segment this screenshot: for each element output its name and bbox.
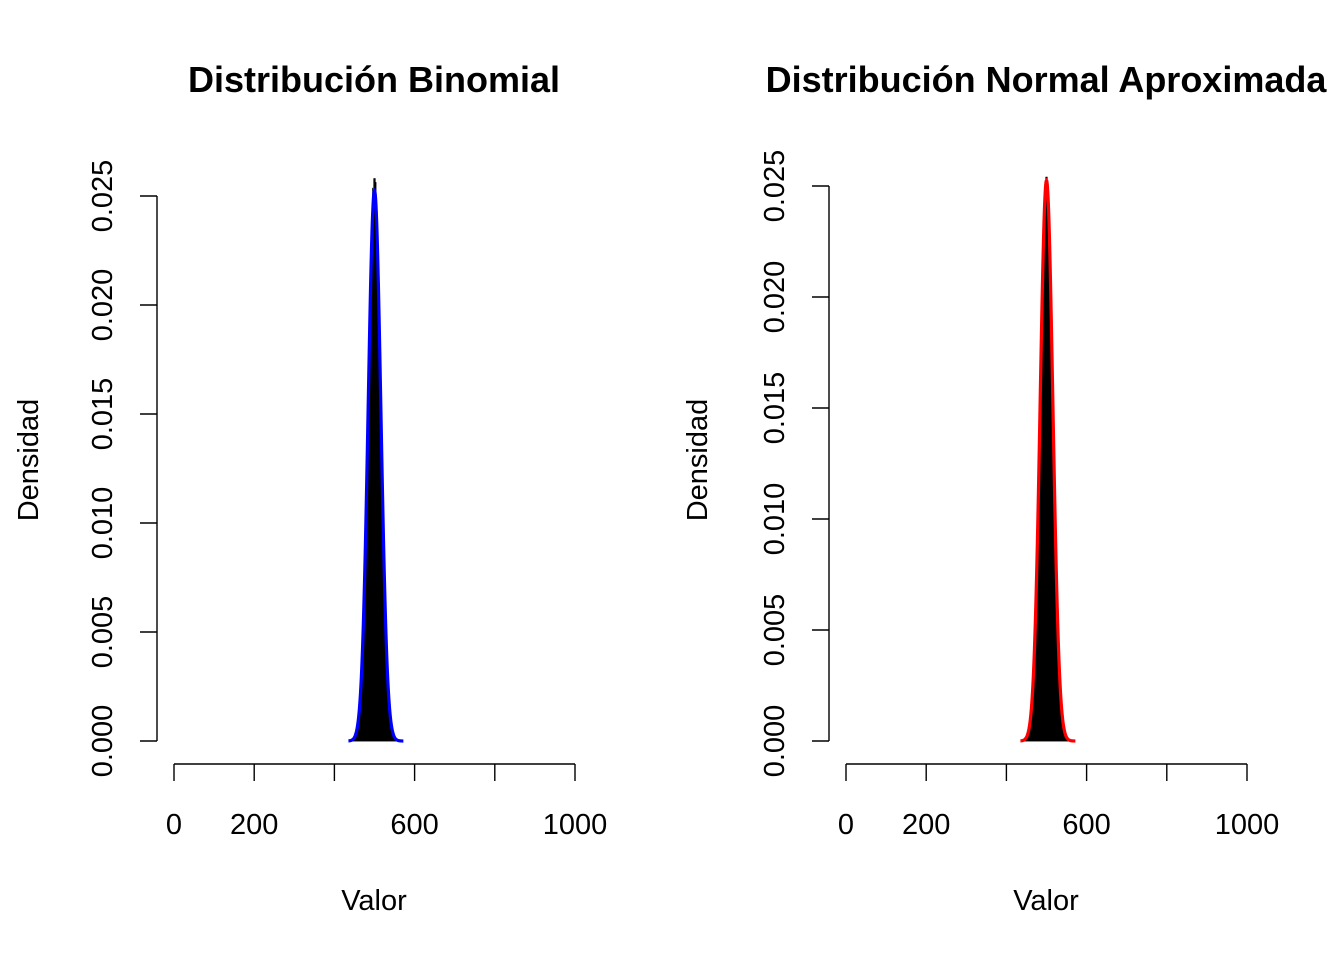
- y-tick-label: 0.015: [87, 378, 119, 451]
- x-tick-label: 200: [230, 809, 278, 841]
- x-tick-label: 600: [390, 809, 438, 841]
- y-tick-label: 0.010: [87, 487, 119, 560]
- y-axis-label: Densidad: [13, 399, 45, 522]
- y-tick-label: 0.005: [87, 596, 119, 669]
- y-tick-label: 0.000: [87, 705, 119, 778]
- histogram-bars: [1022, 176, 1073, 742]
- x-axis-label: Valor: [341, 885, 407, 917]
- density-curve: [1020, 177, 1076, 743]
- y-tick-label: 0.005: [759, 594, 791, 667]
- y-tick-label: 0.020: [87, 269, 119, 342]
- chart-title: Distribución Binomial: [188, 59, 560, 100]
- x-axis-label: Valor: [1013, 885, 1079, 917]
- y-tick-label: 0.020: [759, 261, 791, 334]
- y-tick-label: 0.000: [759, 705, 791, 778]
- chart-title: Distribución Normal Aproximada: [766, 59, 1328, 100]
- x-tick-label: 0: [166, 809, 182, 841]
- x-tick-label: 200: [902, 809, 950, 841]
- y-tick-label: 0.010: [759, 483, 791, 556]
- x-tick-label: 1000: [543, 809, 608, 841]
- y-tick-label: 0.025: [87, 160, 119, 233]
- chart-panel-2: Distribución Normal Aproximada 0.000 0.005…: [682, 59, 1327, 917]
- density-curve: [348, 187, 404, 743]
- chart-panel-1: Distribución Binomial 0.000 0.005 0.010 0.01…: [13, 59, 607, 917]
- x-tick-label: 600: [1062, 809, 1110, 841]
- histogram-bars: [350, 178, 401, 742]
- y-tick-label: 0.025: [759, 150, 791, 223]
- x-tick-label: 0: [838, 809, 854, 841]
- y-axis-label: Densidad: [682, 399, 714, 522]
- x-tick-label: 1000: [1215, 809, 1280, 841]
- y-tick-label: 0.015: [759, 372, 791, 445]
